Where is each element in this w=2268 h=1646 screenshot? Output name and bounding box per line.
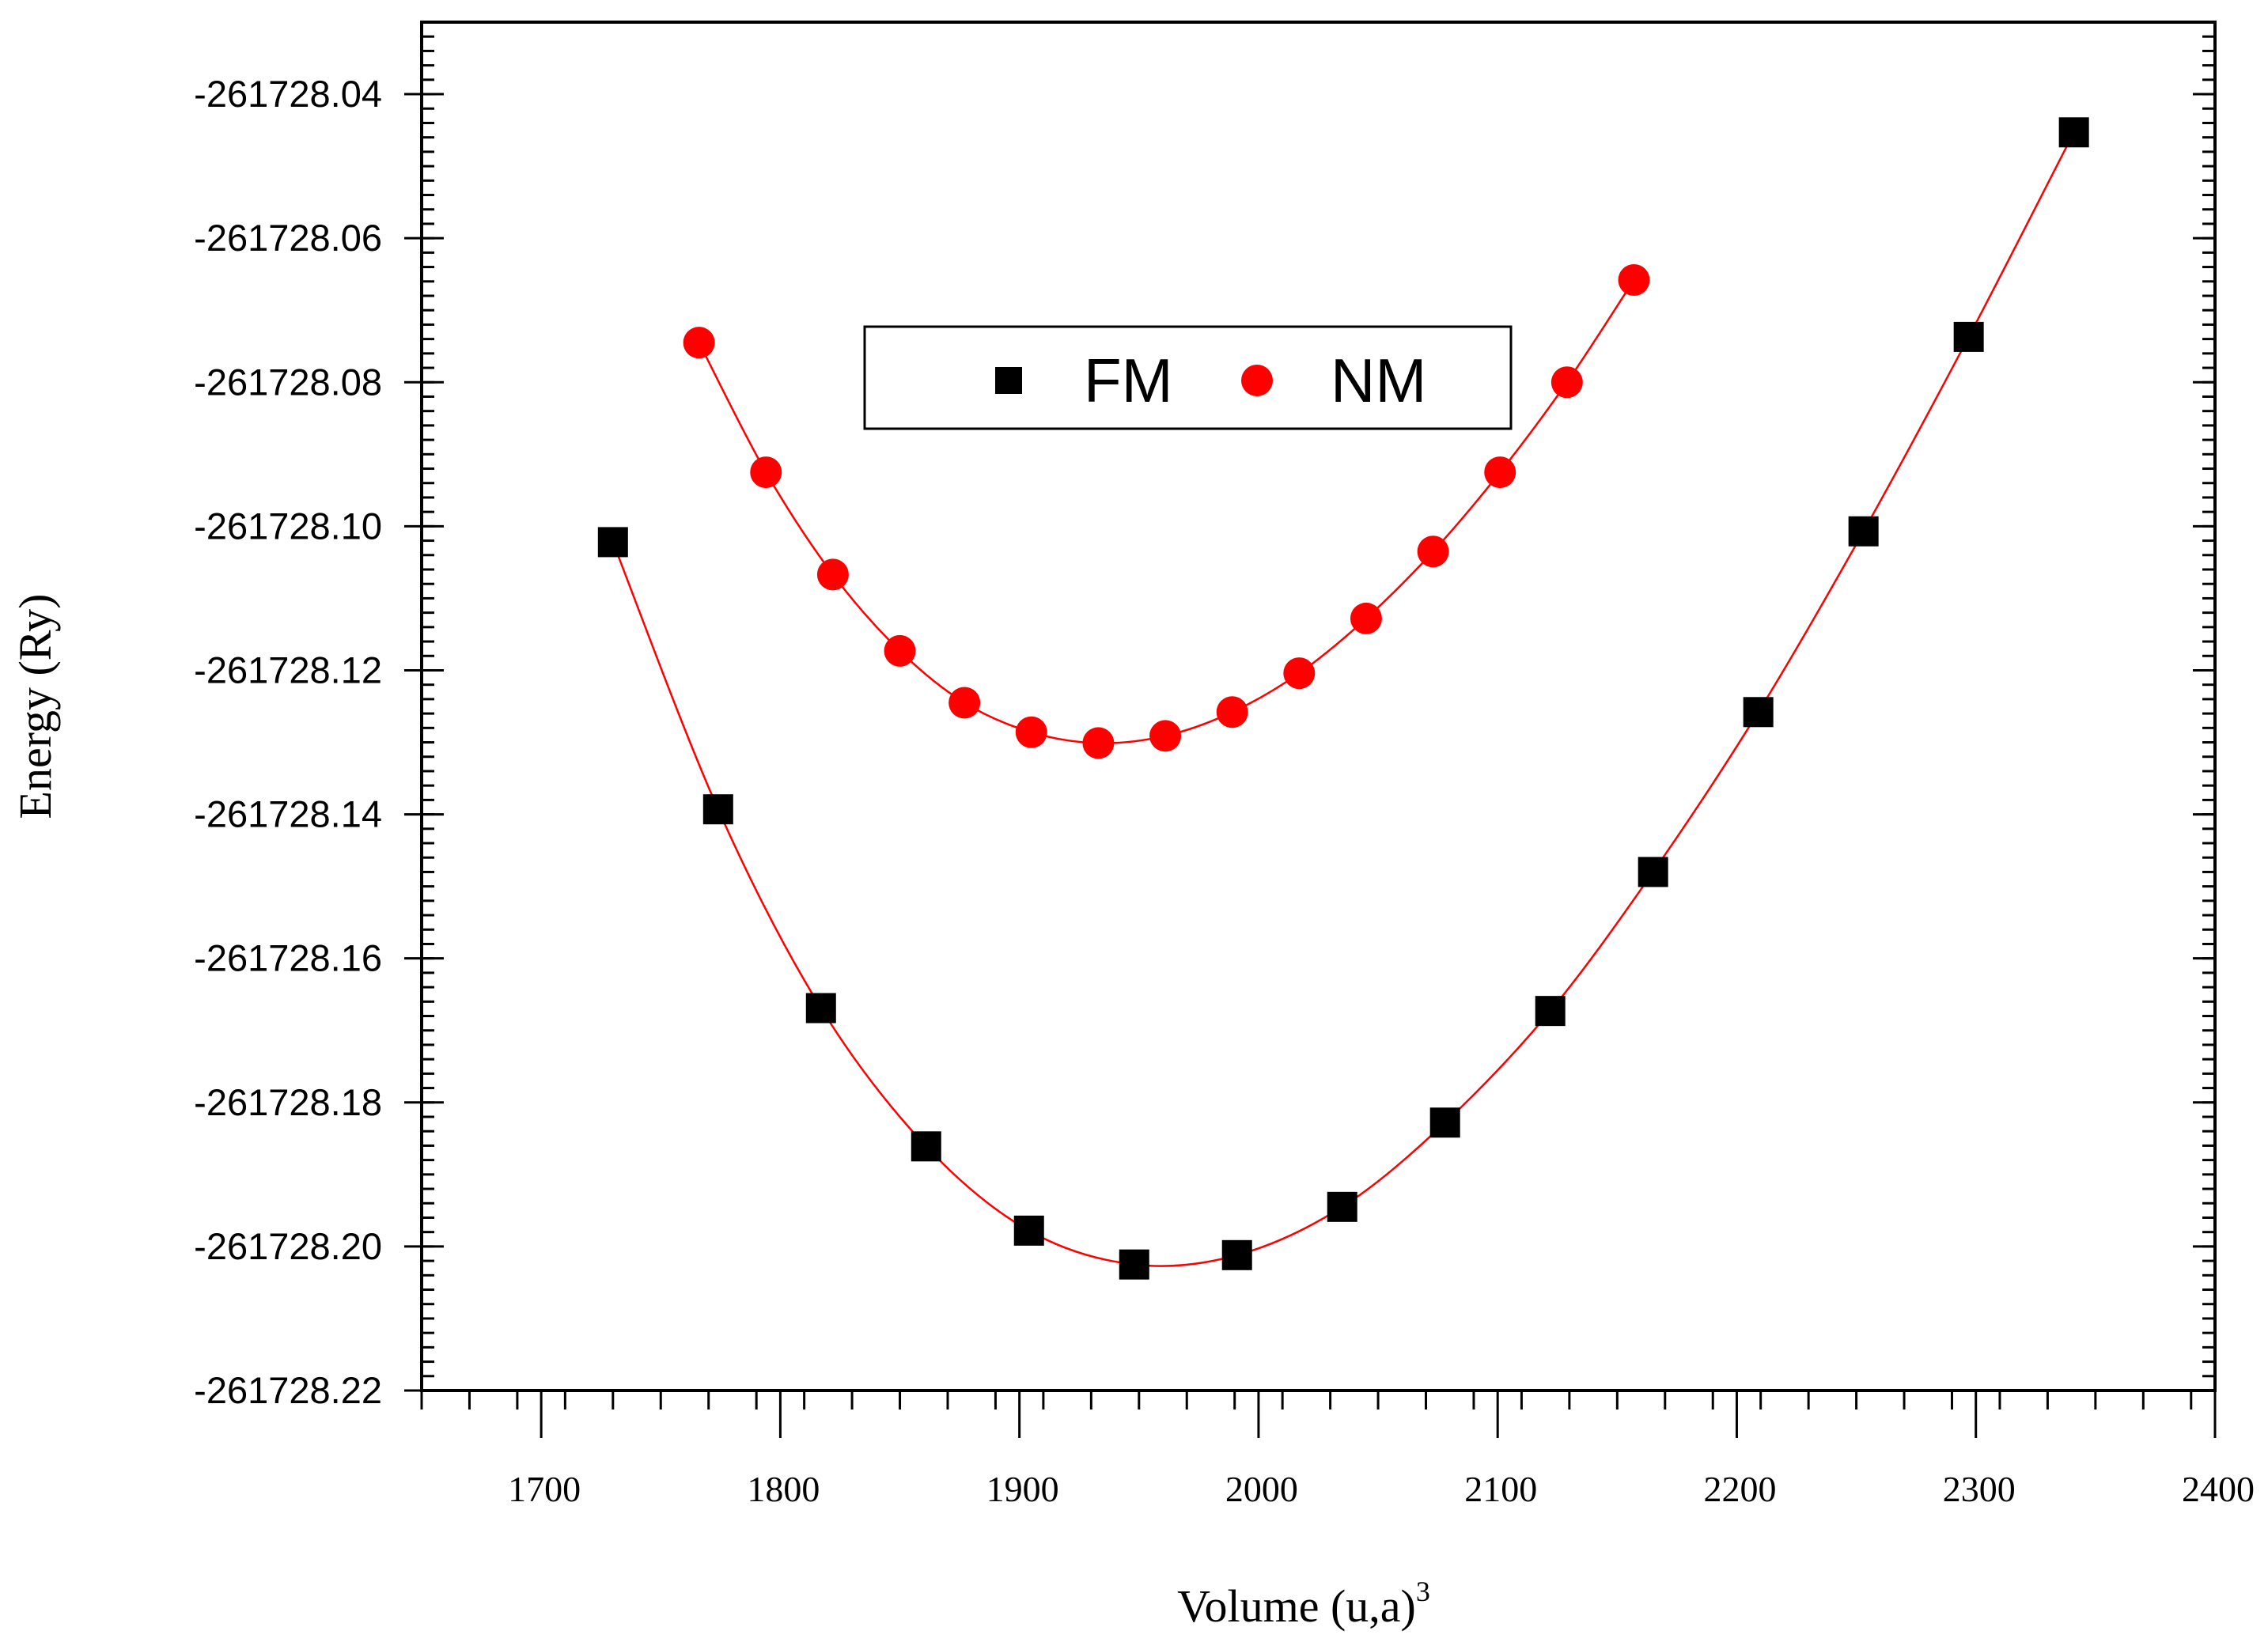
point-fm xyxy=(1743,697,1774,728)
legend-fm-label: FM xyxy=(1084,346,1173,415)
plot-frame xyxy=(420,21,2217,1392)
legend-nm-marker xyxy=(1241,365,1273,396)
point-nm xyxy=(816,558,849,591)
point-nm xyxy=(750,456,782,489)
data-points xyxy=(597,117,2089,1280)
point-fm xyxy=(911,1131,941,1162)
x-tick-label: 1800 xyxy=(747,1469,820,1509)
point-nm xyxy=(884,634,916,667)
x-tick-label: 1700 xyxy=(508,1469,581,1509)
point-nm xyxy=(948,687,981,719)
x-tick-label: 2200 xyxy=(1703,1469,1776,1509)
point-fm xyxy=(1013,1215,1044,1246)
point-fm xyxy=(702,794,733,825)
y-axis-title: Energy (Ry) xyxy=(9,594,61,819)
y-tick-label: -261728.14 xyxy=(194,793,382,835)
point-nm xyxy=(1216,696,1248,728)
point-nm xyxy=(1350,602,1382,634)
y-tick-label: -261728.16 xyxy=(194,937,382,979)
x-axis-title: Volume (u,a)3 xyxy=(1177,1576,1430,1632)
y-axis-ticks: -261728.04 -261728.06 -261728.08 -261728.10… xyxy=(194,73,2215,1411)
x-tick-label: 2300 xyxy=(1943,1469,2016,1509)
point-fm xyxy=(1429,1107,1460,1138)
fit-line-fm xyxy=(611,131,2075,1267)
y-tick-label: -261728.12 xyxy=(194,649,382,691)
y-minor-ticks xyxy=(422,21,2215,1392)
fit-lines xyxy=(611,131,2075,1267)
point-nm xyxy=(683,327,715,359)
x-tick-label: 2400 xyxy=(2182,1469,2255,1509)
x-axis-ticks: 1700 1800 1900 2000 2100 2200 2300 2400 xyxy=(508,1391,2255,1509)
point-fm xyxy=(1221,1239,1252,1270)
point-fm xyxy=(2058,117,2089,148)
y-tick-label: -261728.04 xyxy=(194,73,382,115)
legend-fm-marker xyxy=(995,367,1022,394)
point-fm xyxy=(1535,996,1566,1027)
y-tick-label: -261728.08 xyxy=(194,361,382,403)
point-nm xyxy=(1082,727,1115,759)
point-fm xyxy=(1953,321,1984,352)
y-tick-label: -261728.20 xyxy=(194,1225,382,1267)
point-nm xyxy=(1417,535,1449,568)
y-tick-label: -261728.10 xyxy=(194,505,382,547)
y-tick-label: -261728.06 xyxy=(194,217,382,259)
legend: FM NM xyxy=(863,325,1513,430)
point-nm xyxy=(1618,263,1650,296)
point-fm xyxy=(1119,1249,1149,1280)
x-tick-label: 2000 xyxy=(1225,1469,1298,1509)
y-tick-label: -261728.22 xyxy=(194,1369,382,1411)
point-nm xyxy=(1149,720,1182,752)
x-minor-ticks xyxy=(420,1391,2193,1410)
point-nm xyxy=(1550,366,1583,399)
point-nm xyxy=(1484,456,1516,489)
point-fm xyxy=(1327,1191,1357,1222)
point-fm xyxy=(1638,857,1668,887)
x-tick-label: 1900 xyxy=(986,1469,1059,1509)
point-fm xyxy=(597,527,628,558)
point-nm xyxy=(1015,716,1047,748)
point-fm xyxy=(805,993,836,1024)
x-tick-label: 2100 xyxy=(1464,1469,1537,1509)
legend-nm-label: NM xyxy=(1331,346,1426,415)
legend-box xyxy=(863,325,1513,430)
point-fm xyxy=(1848,516,1879,547)
y-tick-label: -261728.18 xyxy=(194,1081,382,1123)
point-nm xyxy=(1283,657,1316,690)
